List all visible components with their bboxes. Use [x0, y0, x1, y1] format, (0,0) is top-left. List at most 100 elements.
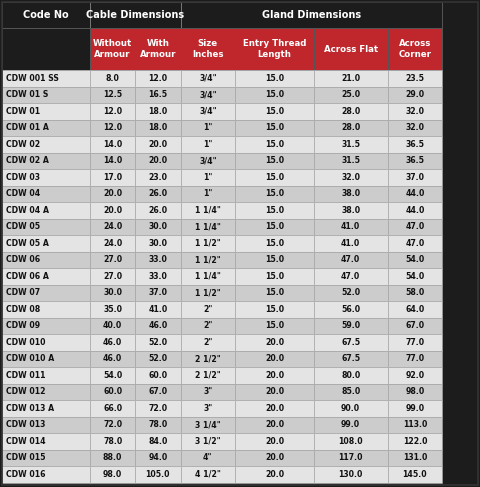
Text: 20.0: 20.0 — [103, 206, 122, 215]
Text: 44.0: 44.0 — [405, 206, 425, 215]
Bar — [235, 433, 314, 450]
Bar — [135, 186, 180, 202]
Bar — [135, 301, 180, 318]
Text: 67.5: 67.5 — [341, 354, 360, 363]
Text: Across
Corner: Across Corner — [398, 39, 432, 59]
Bar — [314, 251, 387, 268]
Text: 3 1/4": 3 1/4" — [195, 420, 221, 429]
Text: 4 1/2": 4 1/2" — [195, 470, 221, 479]
Bar — [90, 152, 135, 169]
Text: 98.0: 98.0 — [405, 387, 424, 396]
Text: 15.0: 15.0 — [265, 173, 284, 182]
Text: 46.0: 46.0 — [148, 321, 168, 330]
Bar — [2, 450, 90, 466]
Text: 29.0: 29.0 — [406, 90, 424, 99]
Bar — [90, 136, 135, 152]
Text: CDW 016: CDW 016 — [6, 470, 46, 479]
Text: 32.0: 32.0 — [406, 107, 424, 116]
Text: 31.5: 31.5 — [341, 156, 360, 165]
Text: 1 1/4": 1 1/4" — [195, 206, 221, 215]
Bar — [135, 383, 180, 400]
Text: CDW 01 S: CDW 01 S — [6, 90, 48, 99]
Bar — [90, 119, 135, 136]
Bar — [180, 251, 235, 268]
Bar — [135, 351, 180, 367]
Bar — [135, 284, 180, 301]
Text: 67.0: 67.0 — [148, 387, 168, 396]
Bar — [387, 383, 442, 400]
Bar — [135, 87, 180, 103]
Text: CDW 01: CDW 01 — [6, 107, 40, 116]
Bar — [235, 28, 314, 70]
Bar — [314, 103, 387, 119]
Bar — [387, 268, 442, 284]
Text: 47.0: 47.0 — [341, 255, 360, 264]
Text: 117.0: 117.0 — [338, 453, 363, 462]
Text: 4": 4" — [203, 453, 213, 462]
Bar — [90, 2, 180, 28]
Text: 1 1/4": 1 1/4" — [195, 272, 221, 281]
Bar — [180, 169, 235, 186]
Bar — [180, 136, 235, 152]
Text: CDW 09: CDW 09 — [6, 321, 40, 330]
Bar — [235, 383, 314, 400]
Bar — [135, 152, 180, 169]
Text: 15.0: 15.0 — [265, 90, 284, 99]
Text: 1": 1" — [203, 173, 213, 182]
Text: 30.0: 30.0 — [103, 288, 122, 297]
Bar — [235, 169, 314, 186]
Text: CDW 014: CDW 014 — [6, 437, 46, 446]
Text: 35.0: 35.0 — [103, 305, 122, 314]
Text: 47.0: 47.0 — [341, 272, 360, 281]
Text: 20.0: 20.0 — [265, 437, 284, 446]
Text: CDW 06 A: CDW 06 A — [6, 272, 49, 281]
Bar — [235, 301, 314, 318]
Text: CDW 05: CDW 05 — [6, 222, 40, 231]
Bar — [180, 466, 235, 483]
Bar — [314, 351, 387, 367]
Bar — [314, 169, 387, 186]
Bar — [90, 416, 135, 433]
Text: 88.0: 88.0 — [103, 453, 122, 462]
Bar — [135, 235, 180, 251]
Bar — [387, 466, 442, 483]
Text: 25.0: 25.0 — [341, 90, 360, 99]
Bar — [180, 268, 235, 284]
Bar — [180, 119, 235, 136]
Text: 33.0: 33.0 — [148, 255, 168, 264]
Bar — [180, 235, 235, 251]
Text: 2 1/2": 2 1/2" — [195, 371, 221, 380]
Bar — [135, 318, 180, 334]
Bar — [135, 28, 180, 70]
Text: 18.0: 18.0 — [148, 123, 168, 132]
Text: With
Armour: With Armour — [140, 39, 176, 59]
Bar — [2, 301, 90, 318]
Text: 3/4": 3/4" — [199, 74, 216, 83]
Bar — [90, 400, 135, 416]
Text: 31.5: 31.5 — [341, 140, 360, 149]
Text: CDW 011: CDW 011 — [6, 371, 46, 380]
Text: 16.5: 16.5 — [148, 90, 168, 99]
Bar — [235, 334, 314, 351]
Bar — [2, 70, 90, 87]
Text: 66.0: 66.0 — [103, 404, 122, 413]
Bar — [90, 186, 135, 202]
Bar — [387, 416, 442, 433]
Text: 15.0: 15.0 — [265, 272, 284, 281]
Text: 15.0: 15.0 — [265, 156, 284, 165]
Text: 60.0: 60.0 — [103, 387, 122, 396]
Bar — [387, 284, 442, 301]
Bar — [180, 383, 235, 400]
Bar — [180, 152, 235, 169]
Text: 3/4": 3/4" — [199, 107, 216, 116]
Text: 15.0: 15.0 — [265, 189, 284, 198]
Text: 14.0: 14.0 — [103, 140, 122, 149]
Text: 77.0: 77.0 — [406, 354, 424, 363]
Bar — [135, 202, 180, 219]
Bar — [235, 367, 314, 383]
Text: CDW 010: CDW 010 — [6, 338, 46, 347]
Text: 1 1/4": 1 1/4" — [195, 222, 221, 231]
Bar — [387, 152, 442, 169]
Bar — [314, 416, 387, 433]
Bar — [314, 400, 387, 416]
